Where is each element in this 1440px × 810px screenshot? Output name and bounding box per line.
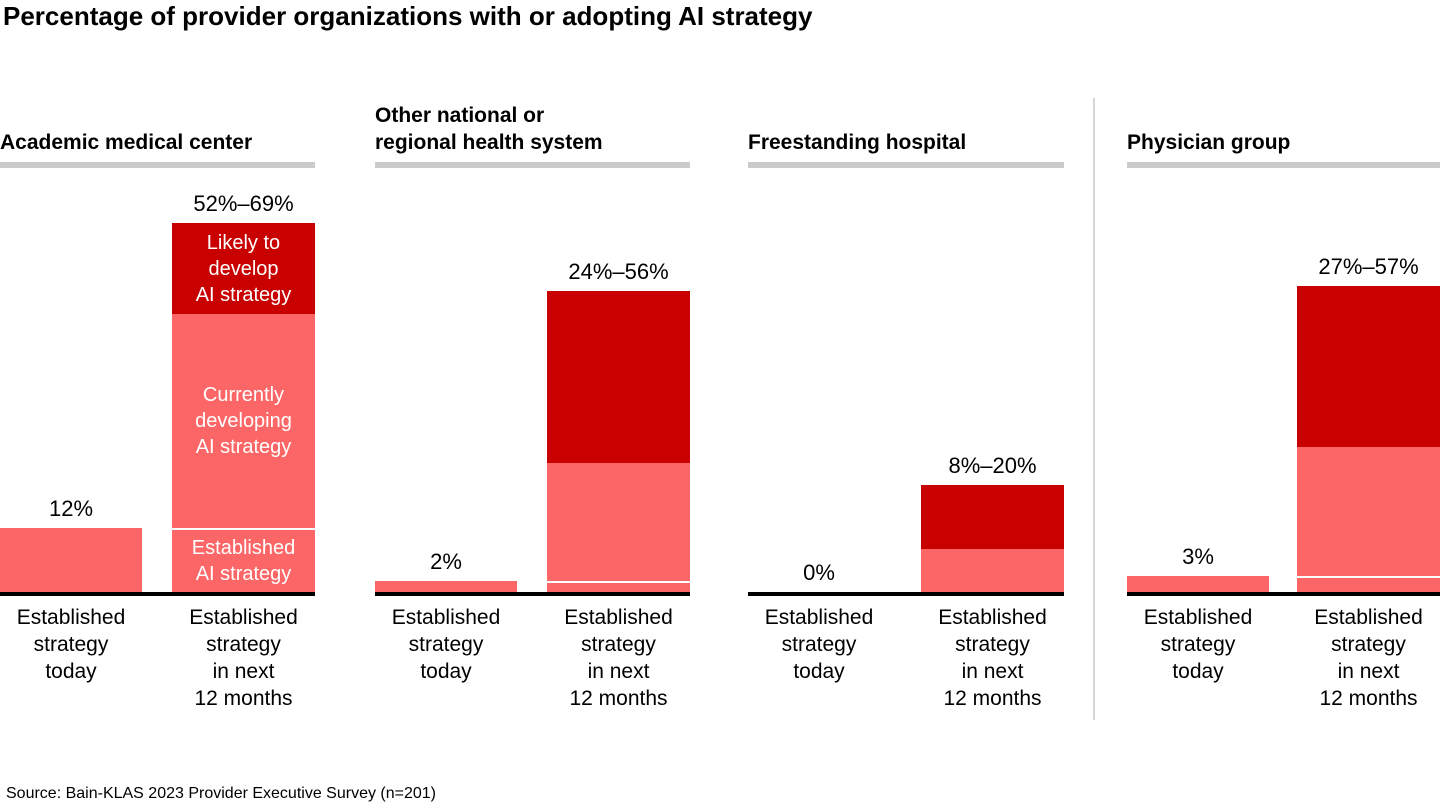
panel-academic-medical-center: Academic medical center 12% Likely to deve…: [0, 96, 315, 720]
x-axis-label-next-12-months: Established strategy in next 12 months: [1314, 606, 1423, 710]
segment-established: [547, 581, 690, 592]
segment-established: [1297, 576, 1440, 592]
segment-likely-to-develop: [547, 291, 690, 463]
bar-next-12-months: [547, 291, 690, 592]
x-axis-label-next-12-months: Established strategy in next 12 months: [564, 606, 673, 710]
bar-next-12-months: [1297, 286, 1440, 592]
segment-likely-to-develop: [1297, 286, 1440, 447]
panel-other-national-or-regional-health-system: Other national or regional health system…: [375, 96, 690, 720]
value-label-today: 12%: [48, 496, 94, 521]
x-axis-label-today: Established strategy today: [16, 606, 126, 683]
value-label-next-12-months: 8%–20%: [948, 453, 1037, 478]
bar-established-today: [375, 581, 517, 592]
value-label-next-12-months: 27%–57%: [1318, 254, 1419, 279]
header-rule: [0, 162, 315, 168]
header-rule: [748, 162, 1064, 168]
x-axis-label-next-12-months: Established strategy in next 12 months: [189, 606, 298, 710]
bar-next-12-months: Likely to develop AI strategy Currently d…: [172, 223, 315, 592]
value-label-today: 2%: [430, 549, 462, 574]
header-rule: [1127, 162, 1440, 168]
x-axis-label-today: Established strategy today: [764, 606, 874, 683]
segment-established: Established AI strategy: [172, 528, 315, 592]
x-axis-label-next-12-months: Established strategy in next 12 months: [938, 606, 1047, 710]
bar-established-today: [1127, 576, 1269, 592]
panel-header: Physician group: [1127, 131, 1291, 154]
segment-currently-developing: Currently developing AI strategy: [172, 314, 315, 528]
value-label-today: 3%: [1182, 544, 1214, 569]
chart-title: Percentage of provider organizations wit…: [3, 1, 813, 31]
x-axis-label-today: Established strategy today: [1143, 606, 1253, 683]
panel-header: Other national or regional health system: [375, 104, 603, 154]
segment-likely-to-develop: [921, 485, 1064, 549]
source-note: Source: Bain-KLAS 2023 Provider Executiv…: [6, 785, 437, 802]
panel-freestanding-hospital: Freestanding hospital 0% 8%–20% Established…: [748, 96, 1064, 720]
panel-header: Freestanding hospital: [748, 131, 967, 154]
value-label-today: 0%: [803, 560, 835, 585]
x-axis-line: [375, 592, 690, 596]
segment-currently-developing: [921, 549, 1064, 592]
panel-header: Academic medical center: [0, 131, 253, 154]
x-axis-line: [1127, 592, 1440, 596]
value-label-next-12-months: 52%–69%: [193, 191, 294, 216]
segment-currently-developing: [1297, 447, 1440, 576]
x-axis-line: [748, 592, 1064, 596]
bar-established-today: [0, 528, 142, 592]
panel-physician-group: Physician group 3% 27%–57% Established stra…: [1127, 96, 1440, 720]
segment-likely-to-develop: Likely to develop AI strategy: [172, 223, 315, 314]
value-label-next-12-months: 24%–56%: [568, 259, 669, 284]
panel-divider: [1093, 98, 1095, 720]
segment-currently-developing: [547, 463, 690, 581]
bar-next-12-months: [921, 485, 1064, 592]
x-axis-label-today: Established strategy today: [391, 606, 501, 683]
header-rule: [375, 162, 690, 168]
x-axis-line: [0, 592, 315, 596]
